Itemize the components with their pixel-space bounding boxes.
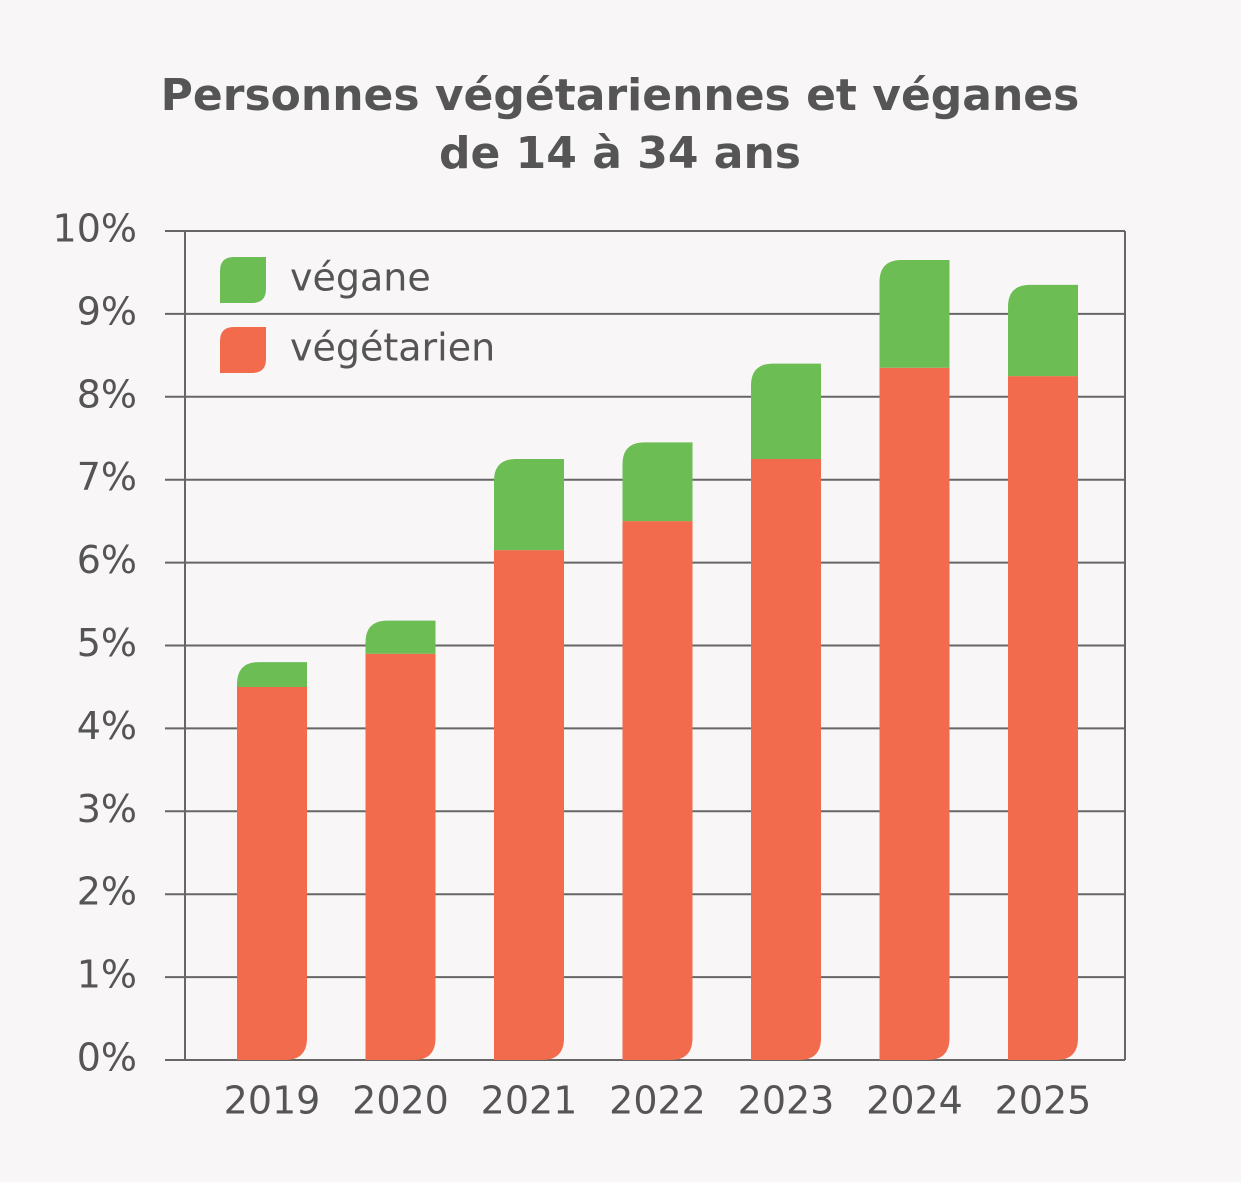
y-tick-label: 0% [77, 1036, 137, 1080]
x-tick-label: 2019 [224, 1079, 321, 1123]
chart-title: de 14 à 34 ans [439, 128, 801, 179]
x-tick-label: 2022 [609, 1079, 706, 1123]
bar-segment [237, 662, 307, 687]
y-tick-label: 7% [77, 455, 137, 499]
x-tick-label: 2020 [352, 1079, 449, 1123]
bar-segment [751, 458, 821, 1061]
bar-segment [622, 442, 693, 522]
y-tick-label: 1% [77, 953, 137, 997]
bar-segment [622, 521, 693, 1060]
bar-segment [494, 458, 564, 551]
legend-label: végane [290, 256, 431, 300]
y-tick-label: 3% [77, 787, 137, 831]
bar-segment [494, 550, 564, 1060]
bar-segment [365, 653, 436, 1060]
y-tick-label: 10% [53, 207, 137, 251]
bar-segment [1008, 284, 1078, 377]
bar-segment [237, 686, 307, 1060]
y-tick-label: 4% [77, 704, 137, 748]
x-tick-label: 2023 [738, 1079, 835, 1123]
bar-segment [879, 260, 950, 368]
y-tick-label: 8% [77, 372, 137, 416]
bar-segment [751, 363, 821, 459]
y-tick-label: 6% [77, 538, 137, 582]
y-tick-label: 9% [77, 289, 137, 333]
x-tick-label: 2024 [866, 1079, 963, 1123]
legend-swatch [220, 257, 266, 303]
legend-label: végétarien [290, 326, 495, 370]
chart-title: Personnes végétariennes et véganes [161, 70, 1080, 121]
bar-segment [879, 367, 950, 1060]
bar-segment [365, 620, 436, 654]
x-tick-label: 2025 [995, 1079, 1092, 1123]
x-tick-label: 2021 [481, 1079, 578, 1123]
y-tick-label: 5% [77, 621, 137, 665]
legend-swatch [220, 327, 266, 373]
bar-segment [1008, 376, 1078, 1060]
y-tick-label: 2% [77, 870, 137, 914]
